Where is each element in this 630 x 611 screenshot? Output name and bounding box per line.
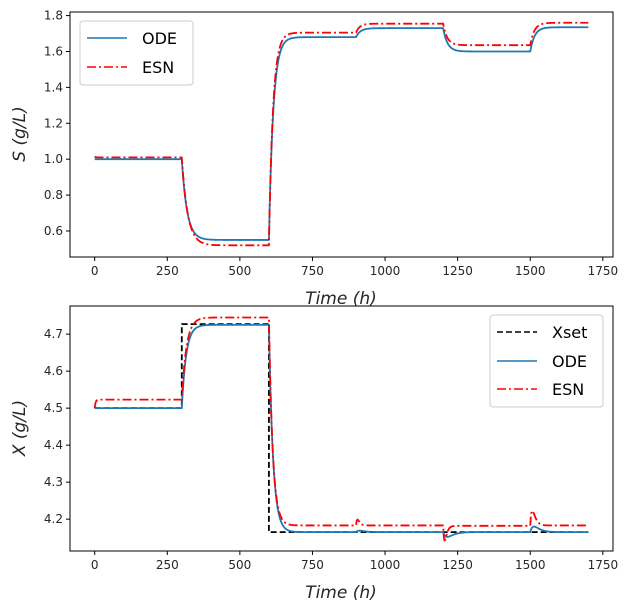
x-tick-label: 750 [301,558,324,572]
y-ticks-x: 4.2 4.3 4.4 4.5 4.6 4.7 [44,327,70,526]
x-tick-label: 1250 [442,558,473,572]
y-tick-label: 1.8 [44,9,63,23]
y-tick-label: 1.2 [44,116,63,130]
plot-area-x [93,316,589,542]
axes-frame-s [69,11,614,258]
legend-box-s [79,20,194,86]
axes-frame-x [69,305,614,552]
x-tick-label: 1500 [515,558,546,572]
x-tick-label: 1250 [442,264,473,278]
y-tick-label: 1.6 [44,44,63,58]
y-tick-label: 4.7 [44,327,63,341]
y-axis-label-x: X (g/L) [10,400,30,457]
x-tick-label: 750 [301,264,324,278]
y-tick-label: 4.3 [44,475,63,489]
x-tick-label: 0 [91,264,99,278]
x-tick-label: 1750 [588,264,619,278]
legend-x: Xset ODE ESN [489,314,604,408]
legend-label-esn-s: ESN [142,58,174,77]
y-tick-label: 4.2 [44,512,63,526]
x-tick-label: 500 [228,558,251,572]
x-tick-label: 1500 [515,264,546,278]
legend-label-ode-x: ODE [552,352,587,371]
x-tick-label: 0 [91,558,99,572]
series-line-ode [94,323,589,538]
x-tick-label: 500 [228,264,251,278]
x-tick-label: 250 [156,264,179,278]
x-ticks-x: 0 250 500 750 1000 1250 1500 1750 [91,551,618,572]
y-tick-label: 4.4 [44,438,63,452]
y-tick-label: 1.0 [44,152,63,166]
plot-area-s [94,21,589,247]
legend-box-x [489,314,604,408]
legend-label-esn-x: ESN [552,380,584,399]
x-tick-label: 1750 [588,558,619,572]
legend-s: ODE ESN [79,20,194,86]
x-ticks-s: 0 250 500 750 1000 1250 1500 1750 [91,257,618,278]
series-line-esn [93,316,589,542]
y-tick-label: 4.6 [44,364,63,378]
x-tick-label: 1000 [370,264,401,278]
y-ticks-s: 0.6 0.8 1.0 1.2 1.4 1.6 1.8 [44,9,70,238]
x-axis-label-x: Time (h) [305,583,377,603]
legend-label-ode-s: ODE [142,29,177,48]
s-concentration-panel: 0 250 500 750 1000 1250 1500 1750 0.6 0.8 1.0 1.2 1… [10,9,618,309]
legend-label-xset-x: Xset [552,323,587,342]
x-tick-label: 250 [156,558,179,572]
y-tick-label: 0.8 [44,188,63,202]
x-tick-label: 1000 [370,558,401,572]
y-tick-label: 1.4 [44,80,63,94]
y-tick-label: 4.5 [44,401,63,415]
series-line-esn [94,21,589,247]
y-tick-label: 0.6 [44,224,63,238]
x-axis-label-s: Time (h) [305,289,377,309]
y-axis-label-s: S (g/L) [10,106,30,161]
x-concentration-panel: 0 250 500 750 1000 1250 1500 1750 4.24.34.44.54… [10,305,618,603]
